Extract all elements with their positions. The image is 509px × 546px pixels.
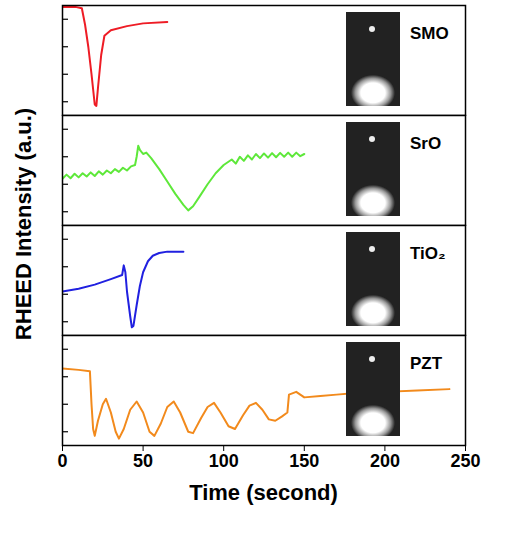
svg-text:200: 200	[370, 451, 400, 471]
svg-text:50: 50	[133, 451, 153, 471]
html-text:Time (second): Time (second)	[189, 480, 338, 505]
svg-text:0: 0	[57, 451, 67, 471]
html-text:PZT: PZT	[410, 354, 443, 373]
svg-text:100: 100	[209, 451, 239, 471]
svg-text:250: 250	[450, 451, 480, 471]
html-text:SMO: SMO	[410, 24, 449, 43]
svg-text:150: 150	[289, 451, 319, 471]
html-text:RHEED Intensity (a.u.): RHEED Intensity (a.u.)	[11, 107, 36, 341]
html-text:TiO₂: TiO₂	[410, 244, 446, 263]
html-text:SrO: SrO	[410, 134, 442, 153]
